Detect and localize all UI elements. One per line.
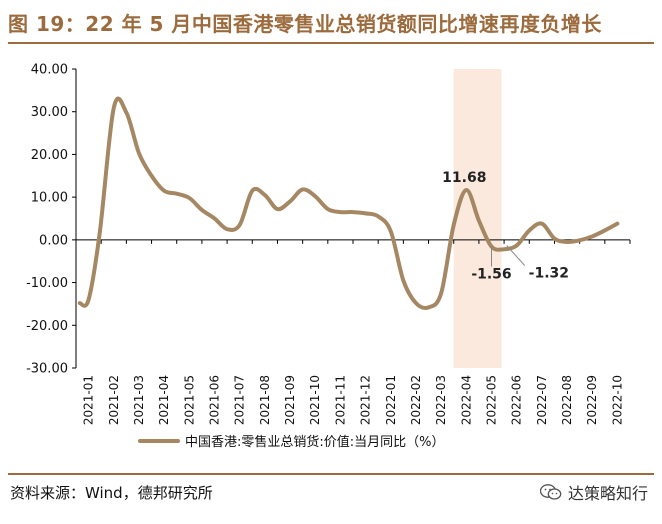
source-note: 资料来源：Wind，德邦研究所 [10, 484, 213, 502]
x-tick-label: 2021-02 [107, 375, 121, 425]
y-tick-label: 10.00 [31, 191, 68, 206]
x-tick-label: 2022-06 [510, 375, 524, 425]
y-tick-label: 30.00 [31, 105, 68, 120]
x-tick-label: 2021-10 [308, 375, 322, 425]
y-tick-label: 0.00 [39, 233, 68, 248]
watermark: 达策略知行 [539, 480, 648, 504]
series-line [77, 96, 620, 310]
legend-label: 中国香港:零售业总销货:价值:当月同比（%） [185, 434, 445, 450]
title-divider [8, 42, 654, 44]
y-tick-label: -30.00 [26, 362, 68, 377]
x-tick-label: 2021-03 [132, 375, 146, 425]
chart-title: 图 19：22 年 5 月中国香港零售业总销货额同比增速再度负增长 [8, 12, 602, 36]
x-tick-label: 2022-03 [434, 375, 448, 425]
data-label: -1.32 [529, 265, 569, 281]
wechat-icon [539, 483, 562, 501]
x-tick-label: 2022-04 [459, 375, 473, 425]
x-tick-label: 2021-08 [258, 375, 272, 425]
footer-divider [8, 473, 654, 475]
x-tick-label: 2021-11 [333, 375, 347, 425]
x-tick-label: 2021-12 [359, 375, 373, 425]
x-tick-label: 2021-04 [157, 375, 171, 425]
data-label-leader [506, 245, 526, 266]
x-tick-label: 2022-10 [610, 375, 624, 425]
x-tick-label: 2022-09 [585, 375, 599, 425]
line-chart: 40.00 30.00 20.00 10.00 0.00 -10.00 -20.00 -30.… [26, 63, 631, 450]
y-tick-label: -10.00 [26, 276, 68, 291]
x-tick-label: 2021-05 [182, 375, 196, 425]
data-label: -1.56 [471, 267, 511, 283]
y-tick-label: 40.00 [31, 63, 68, 78]
x-tick-label: 2021-06 [208, 375, 222, 425]
y-tick-label: -20.00 [26, 319, 68, 334]
data-label: 11.68 [442, 170, 486, 186]
x-tick-label: 2021-01 [82, 375, 96, 425]
x-tick-label: 2022-05 [485, 375, 499, 425]
watermark-text: 达策略知行 [567, 484, 648, 503]
y-tick-label: 20.00 [31, 148, 68, 163]
x-tick-label: 2021-07 [233, 375, 247, 425]
x-tick-label: 2022-01 [384, 375, 398, 425]
x-tick-label: 2021-09 [283, 375, 297, 425]
x-tick-label: 2022-08 [560, 375, 574, 425]
x-tick-label: 2022-02 [409, 375, 423, 425]
x-tick-label: 2022-07 [535, 375, 549, 425]
